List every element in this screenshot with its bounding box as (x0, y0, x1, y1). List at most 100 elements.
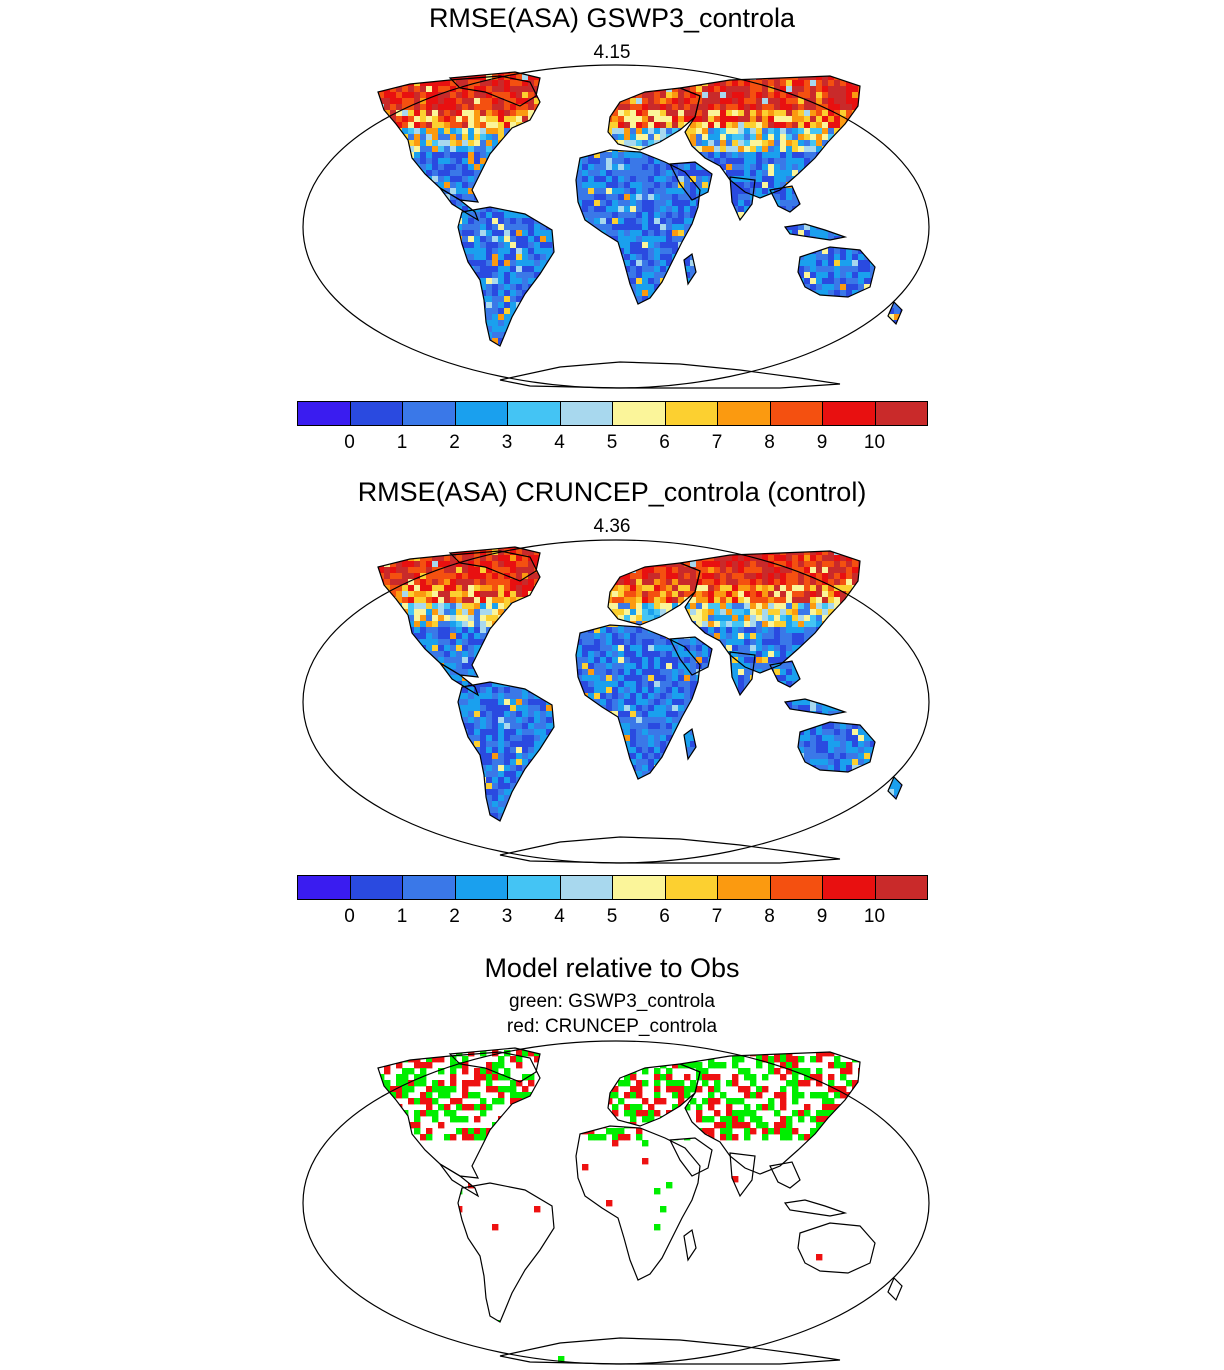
coastline-africa (575, 624, 701, 780)
coastline-australia (797, 1222, 876, 1274)
colorbar-tick-label: 10 (863, 906, 886, 927)
panel3-title: Model relative to Obs (484, 953, 740, 983)
colorbar-tick-label: 2 (449, 432, 460, 453)
colorbar-swatch (402, 875, 456, 900)
coastline-southAmerica (457, 681, 555, 822)
colorbar-tick-label: 3 (501, 432, 513, 453)
coastline-seAsia (769, 660, 801, 688)
colorbar-swatch (717, 875, 771, 900)
panel2-colorbar (297, 875, 928, 902)
panel2-map (300, 537, 932, 867)
panel1-value: 4.15 (593, 42, 631, 63)
colorbar-swatch (297, 875, 351, 900)
coastline-centralAmerica (439, 662, 480, 697)
coastline-india (729, 651, 756, 697)
coastline-australia (797, 246, 876, 298)
colorbar-tick-label: 8 (764, 906, 775, 927)
colorbar-swatch (874, 401, 928, 426)
coastline-australia (797, 721, 876, 773)
colorbar-swatch (664, 875, 718, 900)
colorbar-tick-label: 9 (816, 906, 828, 927)
colorbar-swatch (507, 875, 561, 900)
colorbar-tick-label: 3 (501, 906, 513, 927)
coastline-greenland (448, 71, 541, 107)
colorbar-swatch (454, 875, 508, 900)
coastline-northAmerica (377, 550, 541, 678)
coastline-africa (575, 1125, 701, 1281)
coastline-europe (607, 87, 701, 151)
coastline-nz (887, 300, 903, 326)
colorbar-tick-label: 8 (764, 432, 775, 453)
globe-outline (302, 539, 930, 864)
colorbar-swatch (822, 875, 876, 900)
colorbar-swatch (822, 401, 876, 426)
colorbar-tick-label: 6 (659, 906, 670, 927)
panel1-colorbar (297, 401, 928, 428)
panel2-title: RMSE(ASA) CRUNCEP_controla (control) (357, 477, 867, 507)
colorbar-tick-label: 5 (606, 432, 618, 453)
colorbar-swatch (874, 875, 928, 900)
colorbar-tick-label: 9 (816, 432, 828, 453)
colorbar-tick-label: 0 (344, 432, 355, 453)
coastlines (377, 71, 903, 389)
colorbar-tick-label: 5 (606, 906, 618, 927)
colorbar-swatch (454, 401, 508, 426)
panel3-legend-green: green: GSWP3_controla (509, 991, 715, 1012)
coastline-arabia (669, 636, 713, 676)
colorbar-swatch (559, 401, 613, 426)
globe-outline (302, 64, 930, 389)
coastline-asia (677, 550, 861, 674)
colorbar-tick-label: 4 (554, 432, 565, 453)
colorbar-tick-label: 1 (396, 906, 408, 927)
coastline-northAmerica (377, 1051, 541, 1179)
colorbar-tick-label: 7 (711, 906, 723, 927)
coastline-indonesia (783, 1199, 848, 1217)
coastline-northAmerica (377, 75, 541, 203)
coastline-southAmerica (457, 1182, 555, 1323)
colorbar-swatch (297, 401, 351, 426)
coastline-centralAmerica (439, 187, 480, 222)
colorbar-swatch (559, 875, 613, 900)
colorbar-swatch (717, 401, 771, 426)
coastline-asia (677, 1051, 861, 1175)
colorbar-swatch (769, 401, 823, 426)
coastline-nz (887, 1276, 903, 1302)
colorbar-swatch (349, 401, 403, 426)
coastline-india (729, 176, 756, 222)
coastline-madagascar (683, 1228, 697, 1262)
coastline-europe (607, 562, 701, 626)
coastline-indonesia (783, 698, 848, 716)
coastline-africa (575, 149, 701, 305)
globe-outline (302, 1040, 930, 1365)
colorbar-tick-label: 4 (554, 906, 565, 927)
coastline-arabia (669, 161, 713, 201)
colorbar-swatch (664, 401, 718, 426)
coastlines (377, 546, 903, 864)
panel2-value: 4.36 (593, 516, 631, 537)
coastline-seAsia (769, 185, 801, 213)
colorbar-tick-label: 2 (449, 906, 460, 927)
coastline-asia (677, 75, 861, 199)
colorbar-tick-label: 1 (396, 432, 408, 453)
colorbar-tick-label: 7 (711, 432, 723, 453)
coastline-arabia (669, 1137, 713, 1177)
panel3-map (300, 1038, 932, 1368)
panel1-colorbar-labels: 0 1 2 3 4 5 6 7 8 9 10 (297, 432, 927, 456)
colorbar-tick-label: 0 (344, 906, 355, 927)
colorbar-tick-label: 6 (659, 432, 670, 453)
colorbar-swatch (612, 875, 666, 900)
coastline-southAmerica (457, 206, 555, 347)
colorbar-swatch (612, 401, 666, 426)
coastline-seAsia (769, 1161, 801, 1189)
panel1-title: RMSE(ASA) GSWP3_controla (428, 3, 796, 33)
coastline-madagascar (683, 252, 697, 286)
coastline-india (729, 1152, 756, 1198)
panel2-colorbar-labels: 0 1 2 3 4 5 6 7 8 9 10 (297, 906, 927, 930)
panel1-map (300, 62, 932, 392)
colorbar-tick-label: 10 (863, 432, 886, 453)
coastline-greenland (448, 1047, 541, 1083)
coastline-greenland (448, 546, 541, 582)
colorbar-swatch (349, 875, 403, 900)
coastline-indonesia (783, 223, 848, 241)
coastline-centralAmerica (439, 1163, 480, 1198)
